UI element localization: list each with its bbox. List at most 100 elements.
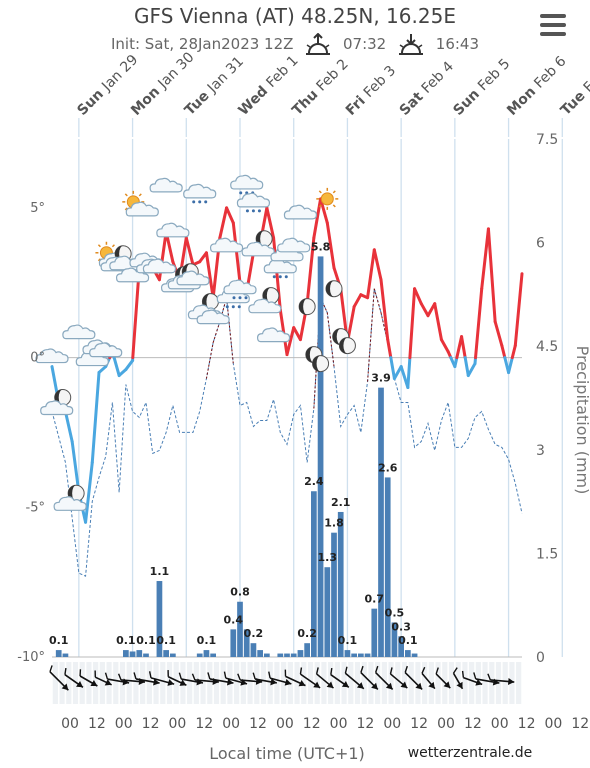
cloud-shape: [236, 192, 271, 208]
temperature-cold-segment: [389, 356, 396, 381]
wind-arrow-icon: [452, 667, 464, 690]
temperature-warm-segment: [372, 248, 383, 282]
init-time: Init: Sat, 28Jan2023 12Z: [110, 34, 294, 53]
temperature-warm-segment: [225, 206, 235, 225]
x-tick-label: 12: [357, 716, 375, 732]
precip-bar: [284, 653, 290, 657]
x-tick-label: 12: [142, 716, 160, 732]
precip-label: 0.4: [224, 613, 244, 626]
precip-label: 0.2: [297, 627, 317, 640]
wind-arrow-icon: [207, 672, 234, 686]
precip-label: 5.8: [311, 240, 331, 253]
x-tick-label: 12: [303, 716, 321, 732]
x-tick-label: 12: [88, 716, 106, 732]
dewpoint-warm-segment: [367, 288, 375, 382]
wind-barb: [64, 667, 67, 675]
temperature-cold-segment: [406, 356, 412, 390]
temperature-warm-segment: [419, 302, 430, 318]
wind-barb: [330, 667, 333, 675]
chart-title: GFS Vienna (AT) 48.25N, 16.25E: [134, 4, 456, 28]
temperature-warm-segment: [366, 248, 376, 300]
wind-head: [507, 678, 515, 686]
hamburger-menu-icon[interactable]: [540, 14, 566, 36]
precip-label: 2.1: [331, 496, 351, 509]
wind-arrow-icon: [315, 667, 334, 689]
wind-barb: [104, 672, 109, 680]
cloud-icon: [283, 204, 318, 220]
x-tick-label: 00: [61, 716, 79, 732]
wind-barb: [487, 673, 492, 681]
wind-head: [326, 681, 334, 689]
wind-barb: [167, 670, 169, 677]
precip-label: 0.5: [385, 606, 405, 619]
precip-bar: [405, 650, 411, 657]
wind-arrow-icon: [487, 673, 515, 686]
temperature-warm-segment: [439, 338, 450, 354]
cloud-icon: [62, 324, 96, 340]
precip-bar: [364, 653, 371, 657]
precip-bar: [55, 650, 62, 657]
rain-cloud-icon: [263, 258, 297, 279]
wind-head: [61, 683, 69, 691]
rain-drop: [244, 296, 248, 300]
rain-drop: [225, 305, 229, 309]
dewpoint-warm-segment: [212, 321, 221, 343]
temperature-warm-segment: [474, 287, 484, 360]
moon-icon: [325, 280, 343, 298]
precip-bar: [129, 651, 136, 657]
y-right-tick-label: 3: [536, 443, 545, 459]
wind-head: [284, 678, 292, 686]
source-credit: wetterzentrale.de: [408, 745, 533, 761]
x-tick-label: 00: [491, 716, 509, 732]
wind-barb: [191, 673, 196, 681]
precip-bar: [311, 491, 317, 657]
wind-barb: [315, 667, 319, 675]
temperature-warm-segment: [131, 266, 141, 360]
cloud-shape: [223, 279, 257, 295]
cloud-icon: [149, 177, 183, 193]
temperature-warm-segment: [272, 236, 282, 312]
temperature-warm-segment: [460, 335, 467, 360]
wind-barb: [178, 672, 182, 680]
precip-bar: [297, 650, 304, 657]
precip-bar: [290, 653, 297, 657]
cloud-shape: [230, 174, 264, 190]
temperature-warm-segment: [510, 344, 517, 360]
temperature-cold-segment: [453, 356, 459, 369]
wind-head: [371, 682, 378, 690]
temperature-cold-segment: [63, 409, 74, 443]
wind-arrow-icon: [360, 665, 379, 691]
wind-barb: [452, 667, 458, 674]
wind-barb: [435, 667, 439, 675]
wind-head: [167, 679, 175, 686]
precip-bar: [331, 532, 337, 657]
precip-bar: [384, 477, 391, 657]
wind-head: [298, 679, 306, 687]
temperature-cold-segment: [70, 439, 81, 494]
rain-drop: [238, 296, 242, 300]
temperature-warm-segment: [231, 221, 242, 285]
rain-drop: [231, 305, 235, 309]
wind-arrow-icon: [252, 672, 277, 686]
x-tick-label: 12: [410, 716, 428, 732]
temperature-cold-segment: [84, 460, 94, 524]
wind-arrow-icon: [64, 667, 84, 688]
day-date: Feb 1: [263, 53, 301, 91]
temperature-warm-segment: [480, 227, 490, 291]
wind-barb: [237, 673, 241, 681]
x-tick-label: 00: [437, 716, 455, 732]
precip-label: 1.1: [150, 565, 170, 578]
precip-bar: [344, 650, 351, 657]
wind-barb: [133, 672, 137, 680]
precip-label: 0.1: [197, 634, 217, 647]
precip-bar: [378, 387, 384, 657]
precip-label: 0.1: [116, 634, 136, 647]
precip-bar: [264, 653, 270, 657]
wind-barb: [374, 665, 379, 673]
temperature-warm-segment: [433, 302, 443, 342]
wind-arrow-icon: [344, 666, 365, 690]
cloud-icon: [209, 237, 244, 253]
wind-barb: [344, 666, 348, 674]
rain-drop: [257, 209, 261, 213]
sunset-time: 16:43: [435, 34, 480, 53]
